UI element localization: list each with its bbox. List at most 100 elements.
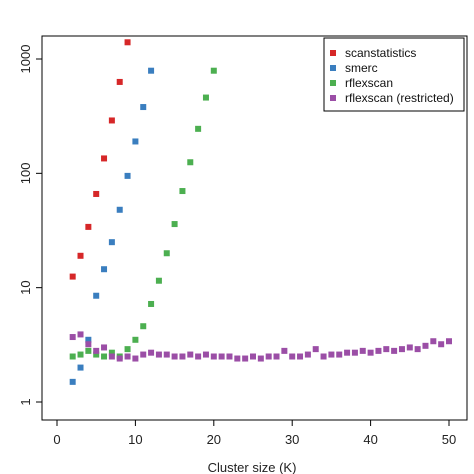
data-point — [328, 351, 335, 358]
data-point — [116, 355, 123, 362]
x-tick-label: 20 — [207, 432, 221, 447]
data-point — [398, 346, 405, 353]
series-smerc — [69, 67, 155, 385]
y-tick-label: 10 — [18, 280, 33, 294]
y-tick-label: 1000 — [18, 45, 33, 74]
data-point — [430, 338, 437, 345]
data-point — [85, 336, 92, 343]
data-point — [148, 349, 155, 356]
data-point — [422, 342, 429, 349]
data-point — [148, 67, 155, 74]
data-point — [344, 349, 351, 356]
data-point — [93, 351, 100, 358]
data-point — [116, 206, 123, 213]
data-point — [179, 353, 186, 360]
data-point — [171, 353, 178, 360]
data-point — [85, 341, 92, 348]
data-point — [93, 190, 100, 197]
data-point — [179, 188, 186, 195]
data-point — [218, 353, 225, 360]
data-point — [77, 331, 84, 338]
data-point — [101, 344, 108, 351]
data-point — [289, 353, 296, 360]
x-tick-label: 40 — [363, 432, 377, 447]
data-point — [101, 353, 108, 360]
data-point — [69, 378, 76, 385]
data-point — [93, 347, 100, 354]
data-point — [257, 355, 264, 362]
y-tick-label: 100 — [18, 162, 33, 184]
legend-box — [323, 37, 465, 112]
data-point — [414, 346, 421, 353]
data-points — [69, 39, 452, 385]
data-point — [312, 346, 319, 353]
data-point — [155, 351, 162, 358]
y-tick-label: 1 — [18, 398, 33, 405]
data-point — [69, 353, 76, 360]
data-point — [383, 346, 390, 353]
data-point — [391, 347, 398, 354]
series-rflexscan — [69, 67, 217, 360]
data-point — [359, 347, 366, 354]
data-point — [108, 349, 115, 356]
data-point — [304, 351, 311, 358]
data-point — [108, 239, 115, 246]
data-point — [202, 94, 209, 101]
data-point — [226, 353, 233, 360]
data-point — [85, 347, 92, 354]
series-rflexscan-restricted- — [69, 331, 452, 362]
legend-marker — [330, 50, 336, 56]
legend-label: smerc — [345, 61, 378, 75]
x-tick-label: 30 — [285, 432, 299, 447]
series-scanstatistics — [69, 39, 131, 280]
data-point — [234, 355, 241, 362]
data-point — [124, 353, 131, 360]
data-point — [297, 353, 304, 360]
data-point — [155, 277, 162, 284]
data-point — [77, 351, 84, 358]
data-point — [367, 349, 374, 356]
x-axis: 0 10 20 30 40 50 — [53, 419, 456, 447]
data-point — [132, 138, 139, 145]
data-point — [242, 355, 249, 362]
x-tick-label: 50 — [442, 432, 456, 447]
data-point — [108, 117, 115, 124]
x-axis-title: Cluster size (K) — [208, 460, 297, 474]
legend-label: rflexscan — [345, 76, 393, 90]
data-point — [140, 351, 147, 358]
legend-marker — [330, 95, 336, 101]
x-tick-label: 10 — [128, 432, 142, 447]
data-point — [265, 353, 272, 360]
data-point — [163, 351, 170, 358]
data-point — [446, 338, 452, 345]
data-point — [101, 155, 108, 162]
legend-label: rflexscan (restricted) — [345, 91, 454, 105]
data-point — [202, 351, 209, 358]
y-axis: 1 10 100 1000 — [18, 45, 43, 406]
data-point — [281, 347, 288, 354]
data-point — [210, 353, 217, 360]
data-point — [320, 353, 327, 360]
data-point — [195, 125, 202, 132]
data-point — [93, 292, 100, 299]
data-point — [101, 266, 108, 273]
data-point — [163, 250, 170, 257]
data-point — [375, 347, 382, 354]
data-point — [69, 273, 76, 280]
data-point — [406, 344, 413, 351]
data-point — [124, 346, 131, 353]
data-point — [69, 334, 76, 341]
data-point — [77, 364, 84, 371]
data-point — [438, 341, 445, 348]
data-point — [336, 351, 343, 358]
data-point — [195, 353, 202, 360]
data-point — [210, 67, 217, 74]
data-point — [124, 172, 131, 179]
legend-label: scanstatistics — [345, 46, 416, 60]
data-point — [85, 223, 92, 230]
data-point — [124, 39, 131, 46]
x-tick-label: 0 — [53, 432, 60, 447]
data-point — [171, 221, 178, 228]
